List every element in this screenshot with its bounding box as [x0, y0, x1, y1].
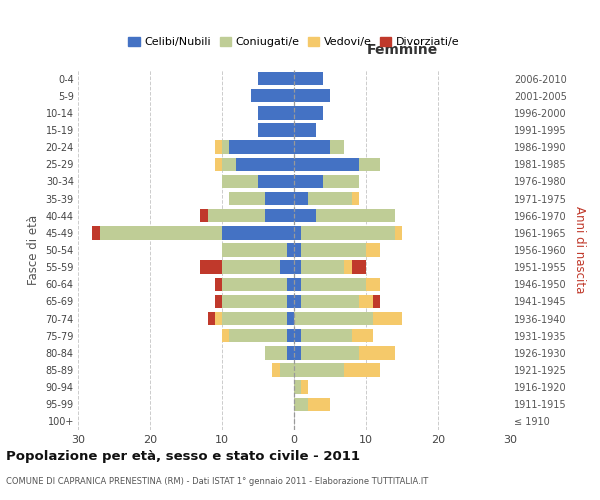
Bar	[215, 278, 222, 291]
Bar	[294, 158, 359, 171]
Bar	[100, 226, 222, 239]
Bar	[272, 364, 280, 376]
Bar	[294, 364, 344, 376]
Text: COMUNE DI CAPRANICA PRENESTINA (RM) - Dati ISTAT 1° gennaio 2011 - Elaborazione : COMUNE DI CAPRANICA PRENESTINA (RM) - Da…	[6, 478, 428, 486]
Bar	[215, 140, 222, 154]
Bar	[280, 260, 294, 274]
Bar	[294, 192, 308, 205]
Bar	[301, 244, 366, 256]
Bar	[373, 294, 380, 308]
Bar	[265, 192, 294, 205]
Bar	[352, 192, 359, 205]
Bar	[316, 209, 395, 222]
Bar	[215, 158, 222, 171]
Bar	[344, 260, 352, 274]
Bar	[265, 346, 287, 360]
Bar	[294, 244, 301, 256]
Bar	[373, 312, 402, 326]
Bar	[258, 124, 294, 136]
Bar	[215, 312, 222, 326]
Bar	[222, 260, 280, 274]
Bar	[280, 364, 294, 376]
Bar	[258, 106, 294, 120]
Bar	[222, 294, 287, 308]
Bar	[301, 380, 308, 394]
Bar	[301, 294, 359, 308]
Bar	[294, 278, 301, 291]
Bar	[301, 346, 359, 360]
Bar	[294, 209, 316, 222]
Bar	[229, 140, 294, 154]
Bar	[330, 140, 344, 154]
Bar	[229, 192, 265, 205]
Bar	[294, 124, 316, 136]
Bar	[294, 140, 330, 154]
Bar	[359, 346, 395, 360]
Bar	[208, 312, 215, 326]
Bar	[395, 226, 402, 239]
Bar	[222, 278, 287, 291]
Bar	[222, 329, 229, 342]
Bar	[258, 72, 294, 86]
Y-axis label: Fasce di età: Fasce di età	[27, 215, 40, 285]
Bar	[308, 398, 330, 411]
Bar	[308, 192, 352, 205]
Bar	[229, 329, 287, 342]
Bar	[222, 140, 229, 154]
Bar	[301, 278, 366, 291]
Text: Femmine: Femmine	[367, 44, 437, 58]
Bar	[366, 244, 380, 256]
Bar	[287, 244, 294, 256]
Bar	[294, 398, 308, 411]
Bar	[294, 226, 301, 239]
Y-axis label: Anni di nascita: Anni di nascita	[574, 206, 586, 294]
Bar	[287, 294, 294, 308]
Bar	[222, 244, 287, 256]
Bar	[359, 158, 380, 171]
Bar	[359, 294, 373, 308]
Bar	[251, 89, 294, 102]
Bar	[301, 260, 344, 274]
Bar	[366, 278, 380, 291]
Bar	[265, 209, 294, 222]
Bar	[222, 226, 294, 239]
Bar	[215, 294, 222, 308]
Bar	[323, 174, 359, 188]
Bar	[222, 158, 236, 171]
Bar	[200, 209, 208, 222]
Bar	[287, 329, 294, 342]
Bar	[294, 329, 301, 342]
Bar	[294, 312, 373, 326]
Bar	[294, 106, 323, 120]
Bar	[222, 174, 258, 188]
Bar	[294, 260, 301, 274]
Bar	[200, 260, 222, 274]
Bar	[294, 346, 301, 360]
Bar	[236, 158, 294, 171]
Bar	[92, 226, 100, 239]
Bar	[287, 278, 294, 291]
Bar	[352, 329, 373, 342]
Bar	[344, 364, 380, 376]
Legend: Celibi/Nubili, Coniugati/e, Vedovi/e, Divorziati/e: Celibi/Nubili, Coniugati/e, Vedovi/e, Di…	[124, 32, 464, 52]
Bar	[301, 226, 395, 239]
Bar	[294, 380, 301, 394]
Text: Popolazione per età, sesso e stato civile - 2011: Popolazione per età, sesso e stato civil…	[6, 450, 360, 463]
Bar	[352, 260, 366, 274]
Bar	[294, 174, 323, 188]
Bar	[287, 312, 294, 326]
Bar	[294, 89, 330, 102]
Bar	[222, 312, 287, 326]
Bar	[258, 174, 294, 188]
Bar	[294, 72, 323, 86]
Bar	[287, 346, 294, 360]
Bar	[294, 294, 301, 308]
Bar	[208, 209, 265, 222]
Bar	[301, 329, 352, 342]
